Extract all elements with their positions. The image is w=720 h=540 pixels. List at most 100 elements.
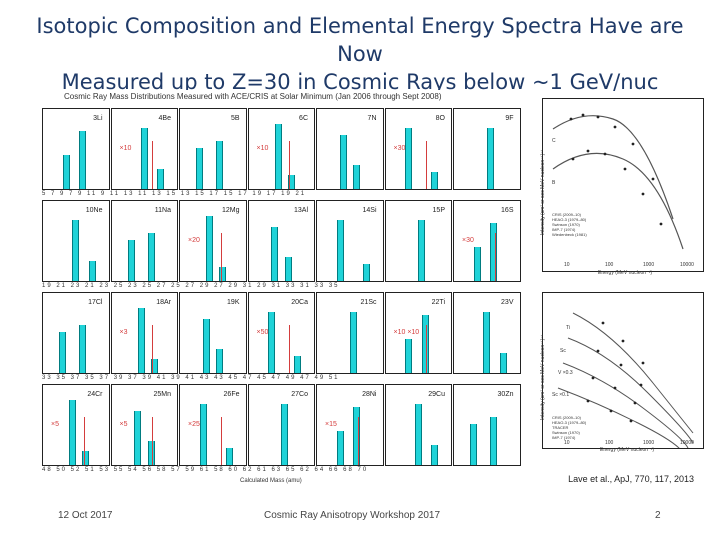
histogram-peak xyxy=(216,349,224,373)
spectrum-top-svg xyxy=(552,113,684,250)
histogram-peak xyxy=(150,359,158,373)
mass-histogram-cell: 4Be ×10 xyxy=(110,108,178,190)
mass-histogram-cell: 19K xyxy=(179,292,247,374)
histogram-peak xyxy=(349,311,357,373)
histogram-peak xyxy=(225,448,233,465)
legend-entry: HEAO-3 (1979–80) xyxy=(552,217,587,222)
histogram-peak xyxy=(79,325,87,373)
histogram-peak xyxy=(473,247,481,281)
mass-histogram-cell: 28Ni ×15 xyxy=(316,384,384,466)
scaled-histogram-line xyxy=(220,233,222,281)
element-label: 7N xyxy=(367,115,377,122)
histogram-peak xyxy=(206,216,214,281)
spectrum-top-xtick: 1000 xyxy=(643,262,655,268)
title-line-1: Isotopic Composition and Elemental Energ… xyxy=(36,14,684,66)
spectrum-plot-bottom xyxy=(542,292,704,454)
mass-histogram-cell: 10Ne xyxy=(42,200,110,282)
scale-multiplier: ×5 xyxy=(51,421,59,428)
element-label: 26Fe xyxy=(223,391,240,398)
scale-multiplier: ×5 xyxy=(119,421,128,428)
spectrum-bottom-label-v: V ×0.3 xyxy=(558,370,573,376)
spectrum-top-xtick: 10000 xyxy=(680,262,694,268)
histogram-peak xyxy=(134,410,142,465)
histogram-peak xyxy=(140,127,148,189)
legend-entry: Swinson (1970) xyxy=(552,430,580,435)
element-label: 10Ne xyxy=(85,207,103,214)
spectrum-bottom-label-sc: Sc xyxy=(560,348,566,354)
grid-tick-row: 19 21 23 21 23 25 23 25 27 25 27 29 27 2… xyxy=(42,283,340,289)
element-label: 13Al xyxy=(293,207,308,214)
scale-multiplier: ×15 xyxy=(325,421,337,428)
legend-entry: Swinson (1970) xyxy=(552,222,580,227)
mass-histogram-cell: 12Mg ×20 xyxy=(179,200,247,282)
element-label: 21Sc xyxy=(360,299,377,306)
histogram-peak xyxy=(421,315,429,373)
scaled-histogram-line xyxy=(152,141,154,189)
histogram-peak xyxy=(431,172,439,189)
mass-histogram-cell: 22Ti ×10 ×10 xyxy=(384,292,452,374)
mass-histogram-cell: 15P xyxy=(384,200,452,282)
scale-multiplier: ×25 xyxy=(188,421,200,428)
histogram-peak xyxy=(353,165,361,189)
element-label: 3Li xyxy=(93,115,103,122)
scaled-histogram-line xyxy=(426,325,428,373)
scale-multiplier: ×50 xyxy=(256,329,269,336)
histogram-peak xyxy=(157,168,165,189)
scaled-histogram-line xyxy=(83,417,85,465)
spectrum-bottom-xtick: 100 xyxy=(605,440,614,446)
scaled-histogram-line xyxy=(220,417,222,465)
histogram-peak xyxy=(88,260,96,281)
scaled-histogram-line xyxy=(289,325,291,373)
legend-entry: IMP-7 (1974) xyxy=(552,227,576,232)
element-label: 14Si xyxy=(362,207,377,214)
element-label: 23V xyxy=(501,299,514,306)
spectrum-bottom-legend: CRIS (2009–10) HEAO-3 (1979–80) TRACER S… xyxy=(552,415,586,440)
spectrum-bottom-xtick: 10000 xyxy=(680,440,694,446)
scaled-histogram-line xyxy=(426,141,428,189)
histogram-peak xyxy=(219,267,227,281)
element-label: 12Mg xyxy=(221,207,240,214)
legend-entry: HEAO-3 (1979–80) xyxy=(552,420,587,425)
slide-title: Isotopic Composition and Elemental Energ… xyxy=(20,12,700,96)
histogram-peak xyxy=(287,175,295,189)
mass-histogram-cell: 17Cl xyxy=(42,292,110,374)
legend-entry: IMP-7 (1974) xyxy=(552,435,576,440)
histogram-peak xyxy=(284,257,292,281)
histogram-peak xyxy=(486,127,494,189)
scale-multiplier: ×10 ×10 xyxy=(393,329,420,336)
mass-histogram-cell: 3Li xyxy=(42,108,110,190)
histogram-peak xyxy=(336,219,344,281)
histogram-peak xyxy=(362,264,370,281)
mass-histogram-cell: 11Na xyxy=(110,200,178,282)
scaled-histogram-line xyxy=(152,325,154,373)
mass-histogram-cell: 26Fe ×25 xyxy=(179,384,247,466)
element-label: 15P xyxy=(432,207,445,214)
mass-histogram-cell: 14Si xyxy=(316,200,384,282)
histogram-peak xyxy=(127,240,135,281)
scaled-histogram-line xyxy=(152,417,154,465)
element-label: 29Cu xyxy=(428,391,445,398)
spectrum-plot-top xyxy=(542,98,704,272)
histogram-peak xyxy=(199,403,207,465)
spectrum-top-label-c: C xyxy=(552,138,556,144)
scale-multiplier: ×30 xyxy=(393,145,406,152)
element-label: 16S xyxy=(501,207,514,214)
element-label: 4Be xyxy=(158,115,171,122)
scale-multiplier: ×10 xyxy=(119,145,132,152)
legend-entry: CRIS (2009–10) xyxy=(552,212,581,217)
spectrum-bottom-xtick: 10 xyxy=(564,440,570,446)
element-label: 8O xyxy=(435,115,445,122)
element-label: 28Ni xyxy=(362,391,377,398)
element-label: 22Ti xyxy=(431,299,445,306)
scale-multiplier: ×30 xyxy=(462,237,474,244)
element-label: 11Na xyxy=(154,207,171,214)
mass-histogram-cell: 20Ca ×50 xyxy=(247,292,315,374)
histogram-peak xyxy=(294,356,302,373)
grid-tick-row: 33 35 37 35 37 39 37 39 41 39 41 43 43 4… xyxy=(42,375,340,381)
histogram-peak xyxy=(281,403,289,465)
spectrum-bottom-label-ti: Ti xyxy=(566,325,570,331)
histogram-peak xyxy=(274,124,282,189)
grid-tick-row: 48 50 52 51 53 55 54 56 58 57 59 61 58 6… xyxy=(42,467,369,473)
mass-histogram-cell: 29Cu xyxy=(384,384,452,466)
mass-histogram-cell: 6C ×10 xyxy=(247,108,315,190)
